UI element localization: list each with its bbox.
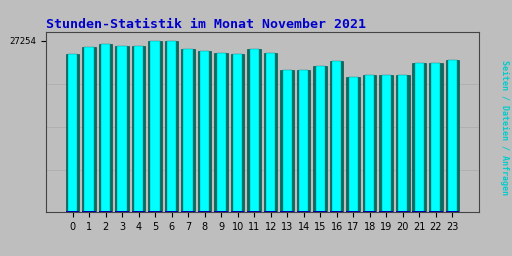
Bar	[249, 49, 259, 212]
Bar	[281, 70, 294, 212]
Bar	[445, 59, 459, 212]
Bar	[247, 49, 261, 212]
Bar	[398, 75, 408, 212]
Bar	[167, 41, 176, 212]
Bar	[429, 211, 442, 212]
Bar	[183, 49, 193, 212]
Bar	[347, 77, 360, 212]
Bar	[330, 211, 344, 212]
Bar	[84, 47, 94, 212]
Bar	[99, 211, 112, 212]
Bar	[365, 75, 374, 212]
Bar	[363, 211, 376, 212]
Bar	[313, 211, 327, 212]
Bar	[198, 51, 211, 212]
Text: Seiten / Dateien / Anfragen: Seiten / Dateien / Anfragen	[500, 60, 509, 196]
Bar	[283, 70, 292, 212]
Bar	[215, 53, 228, 212]
Bar	[363, 75, 376, 212]
Bar	[134, 46, 143, 212]
Bar	[148, 211, 162, 212]
Bar	[231, 54, 244, 212]
Bar	[379, 75, 393, 212]
Bar	[379, 211, 393, 212]
Bar	[264, 53, 278, 212]
Bar	[233, 54, 242, 212]
Bar	[99, 44, 112, 212]
Bar	[413, 63, 426, 212]
Bar	[132, 46, 145, 212]
Bar	[297, 70, 310, 212]
Bar	[429, 63, 442, 212]
Bar	[264, 211, 278, 212]
Bar	[68, 54, 77, 212]
Bar	[132, 211, 145, 212]
Bar	[266, 53, 275, 212]
Bar	[198, 211, 211, 212]
Bar	[431, 63, 440, 212]
Bar	[347, 211, 360, 212]
Bar	[66, 211, 79, 212]
Bar	[165, 211, 178, 212]
Bar	[315, 66, 325, 212]
Bar	[313, 66, 327, 212]
Bar	[215, 211, 228, 212]
Bar	[247, 211, 261, 212]
Bar	[231, 211, 244, 212]
Bar	[200, 51, 209, 212]
Bar	[349, 77, 358, 212]
Bar	[82, 211, 96, 212]
Bar	[217, 53, 226, 212]
Bar	[148, 41, 162, 212]
Bar	[151, 41, 160, 212]
Bar	[299, 70, 308, 212]
Bar	[297, 211, 310, 212]
Bar	[447, 59, 457, 212]
Bar	[117, 46, 126, 212]
Text: Stunden-Statistik im Monat November 2021: Stunden-Statistik im Monat November 2021	[46, 18, 366, 31]
Bar	[115, 211, 129, 212]
Bar	[281, 211, 294, 212]
Bar	[115, 46, 129, 212]
Bar	[165, 41, 178, 212]
Bar	[181, 49, 195, 212]
Bar	[396, 75, 410, 212]
Bar	[415, 63, 424, 212]
Bar	[332, 61, 342, 212]
Bar	[101, 44, 110, 212]
Bar	[445, 211, 459, 212]
Bar	[181, 211, 195, 212]
Bar	[66, 54, 79, 212]
Bar	[82, 47, 96, 212]
Bar	[330, 61, 344, 212]
Bar	[381, 75, 391, 212]
Bar	[413, 211, 426, 212]
Bar	[396, 211, 410, 212]
